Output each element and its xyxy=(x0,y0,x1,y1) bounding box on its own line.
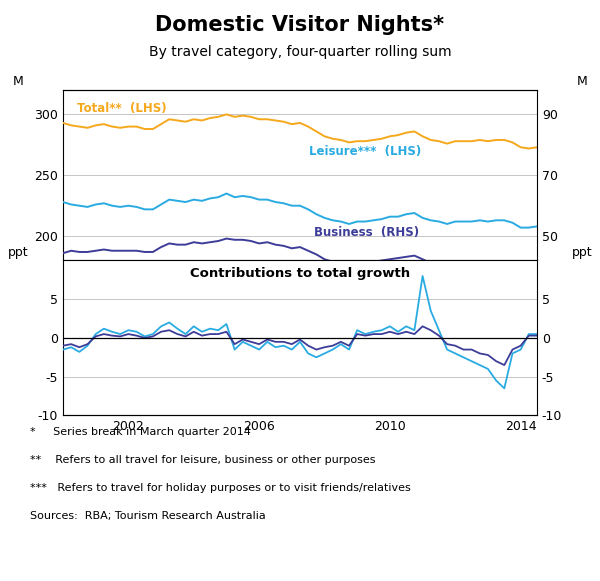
Text: Domestic Visitor Nights*: Domestic Visitor Nights* xyxy=(155,15,445,34)
Text: Contributions to total growth: Contributions to total growth xyxy=(190,267,410,279)
Text: ppt: ppt xyxy=(8,246,28,259)
Text: By travel category, four-quarter rolling sum: By travel category, four-quarter rolling… xyxy=(149,45,451,59)
Text: M: M xyxy=(577,76,587,88)
Text: Leisure***  (LHS): Leisure*** (LHS) xyxy=(310,145,422,157)
Text: ppt: ppt xyxy=(572,246,592,259)
Text: **    Refers to all travel for leisure, business or other purposes: ** Refers to all travel for leisure, bus… xyxy=(30,455,376,465)
Text: M: M xyxy=(13,76,23,88)
Text: *     Series break in March quarter 2014: * Series break in March quarter 2014 xyxy=(30,427,251,437)
Text: ***   Refers to travel for holiday purposes or to visit friends/relatives: *** Refers to travel for holiday purpose… xyxy=(30,483,411,493)
Text: Total**  (LHS): Total** (LHS) xyxy=(77,102,167,115)
Text: Business  (RHS): Business (RHS) xyxy=(314,227,419,239)
Text: Sources:  RBA; Tourism Research Australia: Sources: RBA; Tourism Research Australia xyxy=(30,511,266,521)
